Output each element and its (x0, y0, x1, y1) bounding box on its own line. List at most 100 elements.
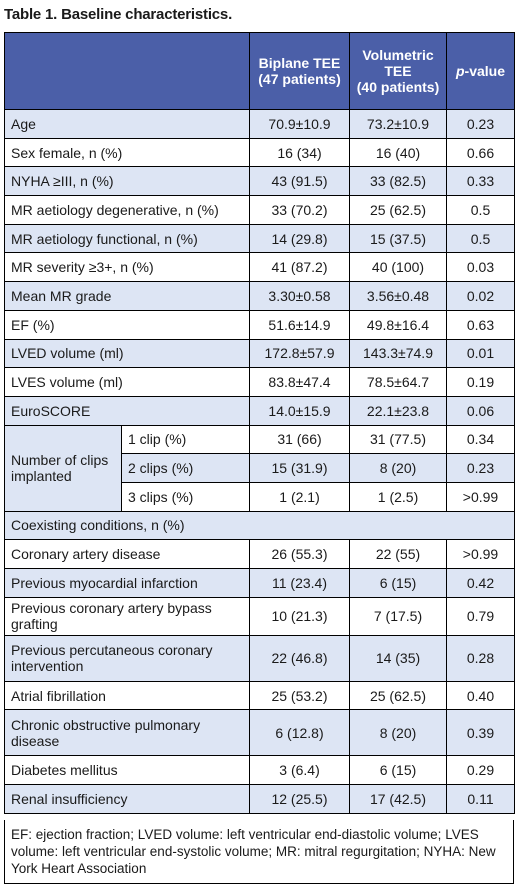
biplane-value: 33 (70.2) (249, 195, 350, 225)
table-row: Age 70.9±10.9 73.2±10.9 0.23 (4, 109, 515, 139)
volumetric-value: 49.8±16.4 (349, 309, 447, 340)
header-biplane-label: Biplane TEE (47 patients) (258, 55, 341, 87)
biplane-value: 25 (53.2) (249, 680, 350, 711)
volumetric-value: 6 (15) (349, 568, 447, 598)
p-value: 0.29 (446, 755, 515, 786)
row-label: NYHA ≥III, n (%) (4, 166, 250, 197)
volumetric-value: 143.3±74.9 (349, 338, 447, 369)
p-value: 0.23 (446, 109, 515, 139)
biplane-value: 11 (23.4) (249, 568, 350, 598)
volumetric-value: 31 (77.5) (349, 424, 447, 455)
volumetric-value: 6 (15) (349, 755, 447, 786)
p-value: 0.06 (446, 395, 515, 426)
volumetric-value: 16 (40) (349, 137, 447, 168)
row-label: LVED volume (ml) (4, 338, 250, 369)
table-row: Atrial fibrillation 25 (53.2) 25 (62.5) 0.4… (4, 680, 515, 711)
volumetric-value: 40 (100) (349, 252, 447, 283)
p-value: 0.5 (446, 195, 515, 225)
volumetric-value: 8 (20) (349, 453, 447, 483)
row-label: Mean MR grade (4, 281, 250, 311)
table-row: MR aetiology degenerative, n (%) 33 (70.2… (4, 195, 515, 225)
biplane-value: 172.8±57.9 (249, 338, 350, 369)
p-value: 0.66 (446, 137, 515, 168)
volumetric-value: 73.2±10.9 (349, 109, 447, 139)
table-row: Previous myocardial infarction 11 (23.4) 6… (4, 568, 515, 598)
row-label: MR aetiology functional, n (%) (4, 223, 250, 254)
volumetric-value: 8 (20) (349, 709, 447, 757)
volumetric-value: 25 (62.5) (349, 680, 447, 711)
p-value: 0.79 (446, 596, 515, 636)
table-row: Number of clips implanted 1 clip (%) 31 (6… (4, 424, 515, 512)
table-row: MR aetiology functional, n (%) 14 (29.8) 1… (4, 223, 515, 254)
header-volumetric: Volumetric TEE (40 patients) (349, 32, 447, 110)
table-body: Age 70.9±10.9 73.2±10.9 0.23 Sex female, n (… (4, 109, 515, 814)
table-section-row: Coexisting conditions, n (%) (4, 510, 515, 541)
table-row: NYHA ≥III, n (%) 43 (91.5) 33 (82.5) 0.33 (4, 166, 515, 197)
biplane-value: 26 (55.3) (249, 539, 350, 569)
volumetric-value: 33 (82.5) (349, 166, 447, 197)
biplane-value: 1 (2.1) (249, 481, 350, 512)
biplane-value: 70.9±10.9 (249, 109, 350, 139)
volumetric-value: 17 (42.5) (349, 784, 447, 814)
row-label: 2 clips (%) (121, 453, 250, 483)
table-footnote: EF: ejection fraction; LVED volume: left… (4, 820, 514, 884)
p-value: 0.28 (446, 634, 515, 682)
clips-group-label: Number of clips implanted (4, 424, 122, 512)
p-value: 0.63 (446, 309, 515, 340)
p-value: 0.5 (446, 223, 515, 254)
row-label: LVES volume (ml) (4, 367, 250, 397)
row-label: Diabetes mellitus (4, 755, 250, 786)
table-row: Previous percutaneous coronary intervent… (4, 634, 515, 682)
row-label: Previous myocardial infarction (4, 568, 250, 598)
table-row: MR severity ≥3+, n (%) 41 (87.2) 40 (100) 0… (4, 252, 515, 283)
p-value: 0.01 (446, 338, 515, 369)
volumetric-value: 22.1±23.8 (349, 395, 447, 426)
p-value: 0.40 (446, 680, 515, 711)
volumetric-value: 78.5±64.7 (349, 367, 447, 397)
p-value: 0.34 (446, 424, 515, 455)
biplane-value: 22 (46.8) (249, 634, 350, 682)
p-value: 0.23 (446, 453, 515, 483)
biplane-value: 14.0±15.9 (249, 395, 350, 426)
volumetric-value: 22 (55) (349, 539, 447, 569)
baseline-table: Biplane TEE (47 patients) Volumetric TEE… (4, 32, 515, 814)
biplane-value: 15 (31.9) (249, 453, 350, 483)
table-row: Mean MR grade 3.30±0.58 3.56±0.48 0.02 (4, 281, 515, 311)
header-volumetric-label: Volumetric TEE (40 patients) (356, 47, 440, 95)
row-label: Renal insufficiency (4, 784, 250, 814)
p-value: 0.33 (446, 166, 515, 197)
table-row: 3 clips (%) 1 (2.1) 1 (2.5) >0.99 (5, 481, 515, 512)
row-label: EF (%) (4, 309, 250, 340)
biplane-value: 10 (21.3) (249, 596, 350, 636)
volumetric-value: 15 (37.5) (349, 223, 447, 254)
volumetric-value: 3.56±0.48 (349, 281, 447, 311)
biplane-value: 43 (91.5) (249, 166, 350, 197)
header-pvalue-suffix: -value (464, 63, 506, 79)
table-row: LVED volume (ml) 172.8±57.9 143.3±74.9 0.01 (4, 338, 515, 369)
row-label: Age (4, 109, 250, 139)
row-label: 1 clip (%) (121, 424, 250, 455)
volumetric-value: 7 (17.5) (349, 596, 447, 636)
table-row: 2 clips (%) 15 (31.9) 8 (20) 0.23 (5, 453, 515, 483)
table-row: Sex female, n (%) 16 (34) 16 (40) 0.66 (4, 137, 515, 168)
row-label: MR aetiology degenerative, n (%) (4, 195, 250, 225)
volumetric-value: 25 (62.5) (349, 195, 447, 225)
row-label: Previous percutaneous coronary intervent… (4, 634, 250, 682)
p-value: >0.99 (446, 539, 515, 569)
table-row: Renal insufficiency 12 (25.5) 17 (42.5) 0.1… (4, 784, 515, 814)
table-row: Diabetes mellitus 3 (6.4) 6 (15) 0.29 (4, 755, 515, 786)
coexisting-header: Coexisting conditions, n (%) (4, 510, 515, 541)
header-pvalue: p-value (446, 32, 515, 110)
biplane-value: 14 (29.8) (249, 223, 350, 254)
row-label: MR severity ≥3+, n (%) (4, 252, 250, 283)
row-label: Atrial fibrillation (4, 680, 250, 711)
volumetric-value: 1 (2.5) (349, 481, 447, 512)
biplane-value: 3.30±0.58 (249, 281, 350, 311)
table-row: LVES volume (ml) 83.8±47.4 78.5±64.7 0.19 (4, 367, 515, 397)
biplane-value: 83.8±47.4 (249, 367, 350, 397)
row-label: EuroSCORE (4, 395, 250, 426)
row-label: Sex female, n (%) (4, 137, 250, 168)
biplane-value: 12 (25.5) (249, 784, 350, 814)
p-value: 0.02 (446, 281, 515, 311)
p-value: 0.39 (446, 709, 515, 757)
